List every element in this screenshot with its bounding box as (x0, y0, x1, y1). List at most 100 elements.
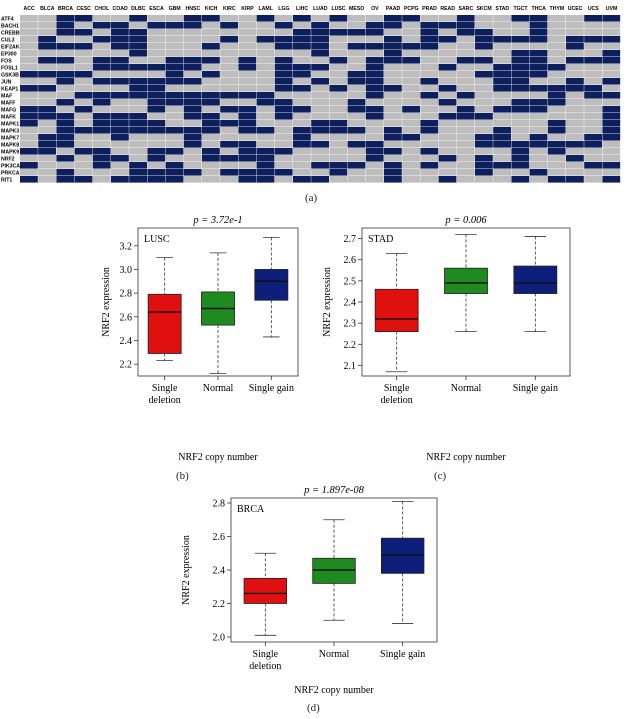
heatmap-cell (347, 113, 366, 120)
heatmap-cell (183, 141, 202, 148)
row-label-fosl1: FOSL1 (1, 65, 18, 71)
heatmap-cell (56, 141, 75, 148)
heatmap-cell (183, 92, 202, 99)
column-label-meso: MESO (349, 6, 364, 12)
column-label-kirp: KIRP (241, 6, 254, 12)
heatmap-cell (584, 169, 602, 176)
heatmap-cell (238, 85, 257, 92)
heatmap-cell (456, 148, 475, 155)
heatmap-cell (420, 64, 439, 71)
heatmap-cell (202, 127, 220, 134)
heatmap-cell (256, 127, 275, 134)
heatmap-cell (493, 169, 511, 176)
heatmap-cell (183, 113, 202, 120)
heatmap-cell (602, 57, 621, 64)
heatmap-cell (584, 134, 602, 141)
heatmap-cell (420, 134, 439, 141)
heatmap-cell (38, 92, 56, 99)
heatmap-cell (74, 29, 93, 36)
heatmap-cell (220, 36, 238, 43)
heatmap-cell (165, 71, 184, 78)
heatmap-cell (92, 43, 111, 50)
heatmap-cell (220, 176, 238, 183)
heatmap-cell (202, 155, 220, 162)
heatmap-cell (129, 99, 147, 106)
heatmap-cell (56, 85, 75, 92)
heatmap-cell (238, 36, 257, 43)
heatmap-cell (165, 50, 184, 57)
heatmap-cell (74, 85, 93, 92)
heatmap-cell (92, 36, 111, 43)
y-tick-label: 2.2 (120, 360, 133, 371)
heatmap-cell (402, 141, 420, 148)
heatmap-cell (529, 71, 548, 78)
y-axis-label: NRF2 expression (101, 267, 112, 337)
heatmap-cell (547, 36, 566, 43)
heatmap-cell (438, 57, 457, 64)
heatmap-cell (493, 43, 511, 50)
heatmap-cell (529, 134, 548, 141)
heatmap-cell (438, 22, 457, 29)
heatmap-cell (311, 85, 329, 92)
heatmap-cell (56, 50, 75, 57)
heatmap-cell (475, 162, 493, 169)
heatmap-cell (511, 148, 530, 155)
heatmap-cell (475, 120, 493, 127)
heatmap-cell (420, 162, 439, 169)
heatmap-cell (584, 85, 602, 92)
heatmap-cell (38, 78, 56, 85)
heatmap-cell (74, 155, 93, 162)
heatmap-cell (147, 29, 166, 36)
heatmap-cell (92, 155, 111, 162)
column-label-skcm: SKCM (476, 6, 491, 12)
heatmap-cell (566, 127, 584, 134)
heatmap-cell (129, 106, 147, 113)
heatmap-cell (129, 57, 147, 64)
heatmap-cell (129, 64, 147, 71)
heatmap-cell (456, 36, 475, 43)
heatmap-cell (92, 141, 111, 148)
heatmap-cell (238, 29, 257, 36)
heatmap-cell (274, 127, 293, 134)
heatmap-cell (311, 36, 329, 43)
heatmap-cell (365, 57, 384, 64)
heatmap-cell (202, 57, 220, 64)
heatmap-cell (329, 85, 348, 92)
x-tick-label: Normal (451, 383, 482, 394)
heatmap-cell (256, 92, 275, 99)
heatmap-cell (293, 64, 311, 71)
column-label-lgg: LGG (278, 6, 289, 12)
heatmap-cell (438, 92, 457, 99)
heatmap-cell (256, 113, 275, 120)
heatmap-cell (384, 134, 402, 141)
heatmap-cell (547, 141, 566, 148)
heatmap-cell (511, 43, 530, 50)
heatmap-cell (202, 162, 220, 169)
column-label-gbm: GBM (169, 6, 181, 12)
heatmap-cell (529, 106, 548, 113)
heatmap-cell (92, 85, 111, 92)
heatmap-cell (511, 71, 530, 78)
heatmap-cell (566, 85, 584, 92)
heatmap-cell (147, 99, 166, 106)
heatmap-cell (92, 169, 111, 176)
heatmap-cell (256, 99, 275, 106)
heatmap-cell (202, 50, 220, 57)
heatmap-cell (111, 85, 129, 92)
heatmap-cell (256, 106, 275, 113)
heatmap-cell (493, 176, 511, 183)
heatmap-cell (475, 78, 493, 85)
heatmap-cell (92, 113, 111, 120)
heatmap-cell (347, 148, 366, 155)
heatmap-cell (493, 134, 511, 141)
heatmap-cell (584, 141, 602, 148)
heatmap-cell (438, 134, 457, 141)
heatmap-cell (365, 176, 384, 183)
heatmap-cell (438, 29, 457, 36)
x-tick-label: Single deletion (149, 383, 181, 406)
cancer-label: STAD (368, 234, 393, 245)
heatmap-cell (183, 50, 202, 57)
heatmap-cell (602, 50, 621, 57)
column-label-tgct: TGCT (513, 6, 528, 12)
heatmap-cell (238, 57, 257, 64)
